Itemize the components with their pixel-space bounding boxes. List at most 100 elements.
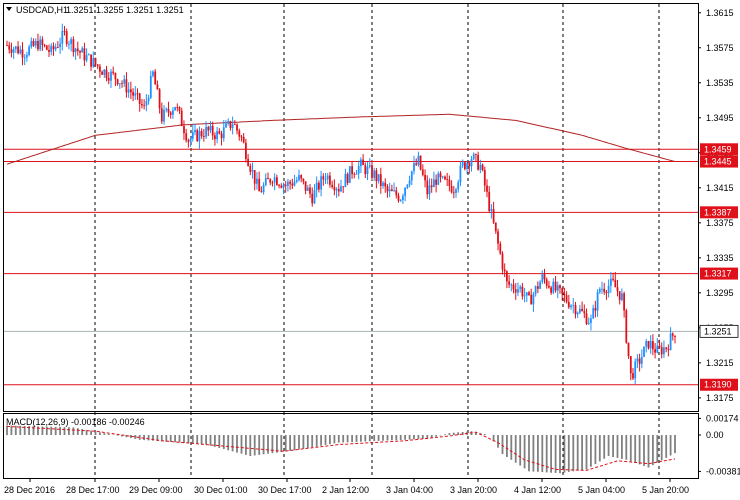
macd-bar: [355, 435, 358, 442]
macd-bar: [554, 435, 557, 473]
macd-bar: [391, 435, 393, 441]
macd-bar: [315, 435, 318, 447]
macd-bar: [271, 435, 274, 454]
candle: [607, 279, 610, 298]
macd-bar: [368, 435, 371, 442]
candle: [483, 166, 486, 192]
candle-body: [293, 181, 296, 186]
macd-bar: [674, 435, 676, 454]
candle-body: [85, 55, 88, 61]
price-tick-label: 1.3375: [706, 218, 734, 228]
candle-body: [214, 135, 216, 140]
macd-bar: [214, 435, 216, 447]
macd-bar: [665, 435, 668, 458]
candle: [43, 43, 46, 48]
candle-body: [552, 281, 555, 293]
candle-body: [50, 45, 53, 52]
macd-bar: [54, 426, 57, 436]
candle: [645, 339, 648, 353]
candle: [576, 311, 579, 318]
candle-body: [481, 164, 484, 170]
candle-body: [79, 51, 81, 53]
macd-bar: [421, 435, 424, 439]
price-tick-label: 1.3295: [706, 288, 734, 298]
macd-bar: [289, 435, 291, 451]
macd-bar: [364, 435, 367, 442]
macd-bar: [616, 435, 619, 458]
candle: [601, 281, 603, 294]
candle-body: [295, 180, 298, 182]
candle-body: [298, 175, 300, 181]
macd-bar: [506, 435, 508, 457]
candle: [472, 152, 475, 161]
candle: [419, 155, 422, 171]
candle-body: [300, 175, 303, 179]
macd-bar: [329, 435, 331, 445]
macd-bar: [253, 435, 256, 456]
candle-body: [596, 292, 599, 311]
candle: [245, 138, 247, 163]
candle-body: [96, 64, 99, 67]
candle-body: [382, 182, 384, 186]
candle-body: [322, 176, 325, 180]
candle-body: [355, 173, 358, 175]
candle: [565, 291, 568, 304]
candle-body: [242, 136, 245, 143]
candle-body: [625, 310, 628, 343]
macd-bar: [14, 425, 17, 435]
macd-bar: [643, 435, 645, 466]
macd-bar: [196, 435, 199, 444]
candle-body: [154, 71, 157, 85]
macd-bar: [276, 435, 278, 453]
candle: [421, 164, 424, 177]
candle: [559, 284, 561, 294]
candle-body: [70, 39, 72, 44]
candle: [238, 128, 241, 141]
candle: [280, 183, 283, 189]
candle: [368, 158, 371, 169]
candle-body: [189, 138, 192, 142]
candle: [112, 66, 115, 76]
candle-body: [636, 358, 639, 362]
candle: [371, 159, 373, 181]
candle-body: [101, 71, 103, 75]
candle-body: [592, 308, 595, 319]
dropdown-triangle-icon[interactable]: [6, 7, 12, 11]
macd-bar: [559, 435, 561, 474]
price-axis: 1.36151.35751.35351.34951.34551.34151.33…: [698, 8, 734, 403]
candle-body: [278, 185, 280, 186]
candle: [548, 280, 550, 289]
candle: [123, 75, 126, 87]
macd-bar: [669, 435, 672, 456]
candle-body: [437, 173, 440, 185]
macd-bar: [293, 435, 296, 451]
candle-body: [280, 185, 283, 188]
candle: [249, 163, 252, 176]
candle-body: [377, 174, 380, 182]
candle: [654, 342, 656, 359]
candle: [138, 92, 141, 112]
candle: [293, 174, 296, 187]
candle: [579, 304, 581, 315]
candle: [103, 68, 106, 78]
macd-bar: [174, 435, 176, 443]
candle-body: [158, 89, 161, 109]
candle-body: [528, 292, 530, 295]
macd-bar: [634, 435, 637, 463]
candle: [176, 103, 179, 112]
candle-body: [335, 189, 338, 191]
candle: [222, 120, 225, 142]
macd-bar: [523, 435, 526, 469]
macd-bar: [612, 435, 614, 457]
candle: [37, 33, 39, 52]
candle-body: [404, 187, 406, 196]
candle-body: [110, 71, 112, 81]
candle: [528, 290, 530, 296]
macd-bar: [585, 435, 588, 470]
candle: [322, 173, 325, 186]
macd-bar: [143, 435, 145, 441]
candle-body: [21, 49, 24, 58]
candle-body: [61, 31, 64, 44]
candle: [506, 270, 508, 289]
